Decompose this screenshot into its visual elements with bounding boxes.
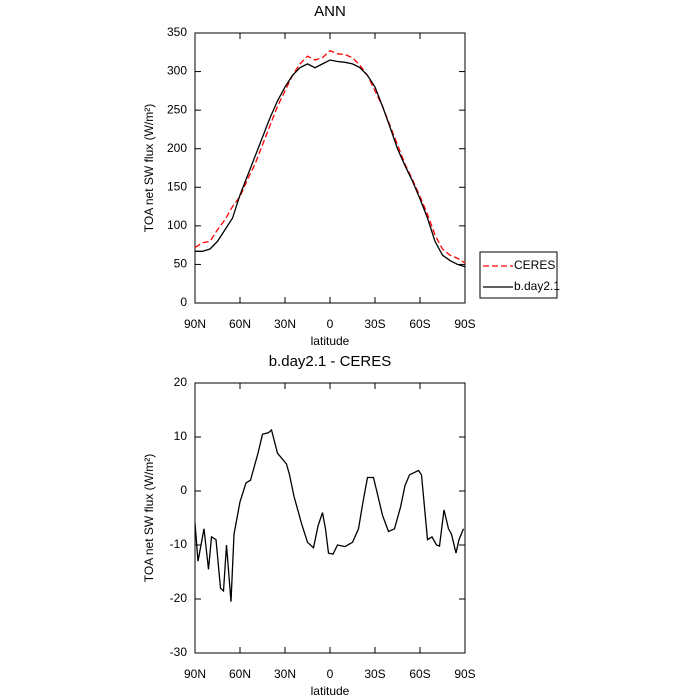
x-tick-label: 30S bbox=[364, 667, 385, 681]
x-tick-label: 90S bbox=[454, 667, 475, 681]
x-tick-label: 60N bbox=[229, 317, 251, 331]
x-tick-label: 90N bbox=[184, 667, 206, 681]
y-tick-label: 250 bbox=[167, 102, 187, 116]
y-tick-label: 300 bbox=[167, 64, 187, 78]
data-line bbox=[194, 49, 466, 264]
y-tick-label: -10 bbox=[170, 537, 188, 551]
y-tick-label: 20 bbox=[174, 375, 188, 389]
data-line bbox=[195, 59, 466, 268]
plot-frame bbox=[194, 382, 466, 654]
data-line bbox=[194, 428, 465, 602]
y-tick-label: 10 bbox=[174, 429, 188, 443]
y-axis-label: TOA net SW flux (W/m²) bbox=[142, 104, 156, 232]
x-tick-label: 0 bbox=[327, 667, 334, 681]
y-tick-label: 0 bbox=[180, 295, 187, 309]
x-tick-label: 30N bbox=[274, 317, 296, 331]
y-tick-label: 100 bbox=[167, 218, 187, 232]
x-axis-label: latitude bbox=[311, 334, 350, 348]
x-tick-label: 90N bbox=[184, 317, 206, 331]
y-tick-label: 200 bbox=[167, 141, 187, 155]
y-tick-label: -30 bbox=[170, 645, 188, 659]
y-tick-label: 350 bbox=[167, 25, 187, 39]
y-tick-label: 0 bbox=[180, 483, 187, 497]
x-tick-label: 60S bbox=[409, 667, 430, 681]
chart-title: ANN bbox=[314, 3, 346, 20]
x-tick-label: 30N bbox=[274, 667, 296, 681]
legend-label: CERES bbox=[514, 258, 555, 272]
x-tick-label: 60S bbox=[409, 317, 430, 331]
x-tick-label: 0 bbox=[327, 317, 334, 331]
x-tick-label: 90S bbox=[454, 317, 475, 331]
x-axis-label: latitude bbox=[311, 684, 350, 698]
plot-frame bbox=[194, 32, 466, 304]
y-tick-label: -20 bbox=[170, 591, 188, 605]
chart-title: b.day2.1 - CERES bbox=[269, 353, 392, 370]
y-axis-label: TOA net SW flux (W/m²) bbox=[142, 454, 156, 582]
x-tick-label: 60N bbox=[229, 667, 251, 681]
x-tick-label: 30S bbox=[364, 317, 385, 331]
legend-label: b.day2.1 bbox=[514, 279, 560, 293]
y-tick-label: 50 bbox=[174, 257, 188, 271]
y-tick-label: 150 bbox=[167, 179, 187, 193]
legend-box bbox=[479, 251, 558, 299]
